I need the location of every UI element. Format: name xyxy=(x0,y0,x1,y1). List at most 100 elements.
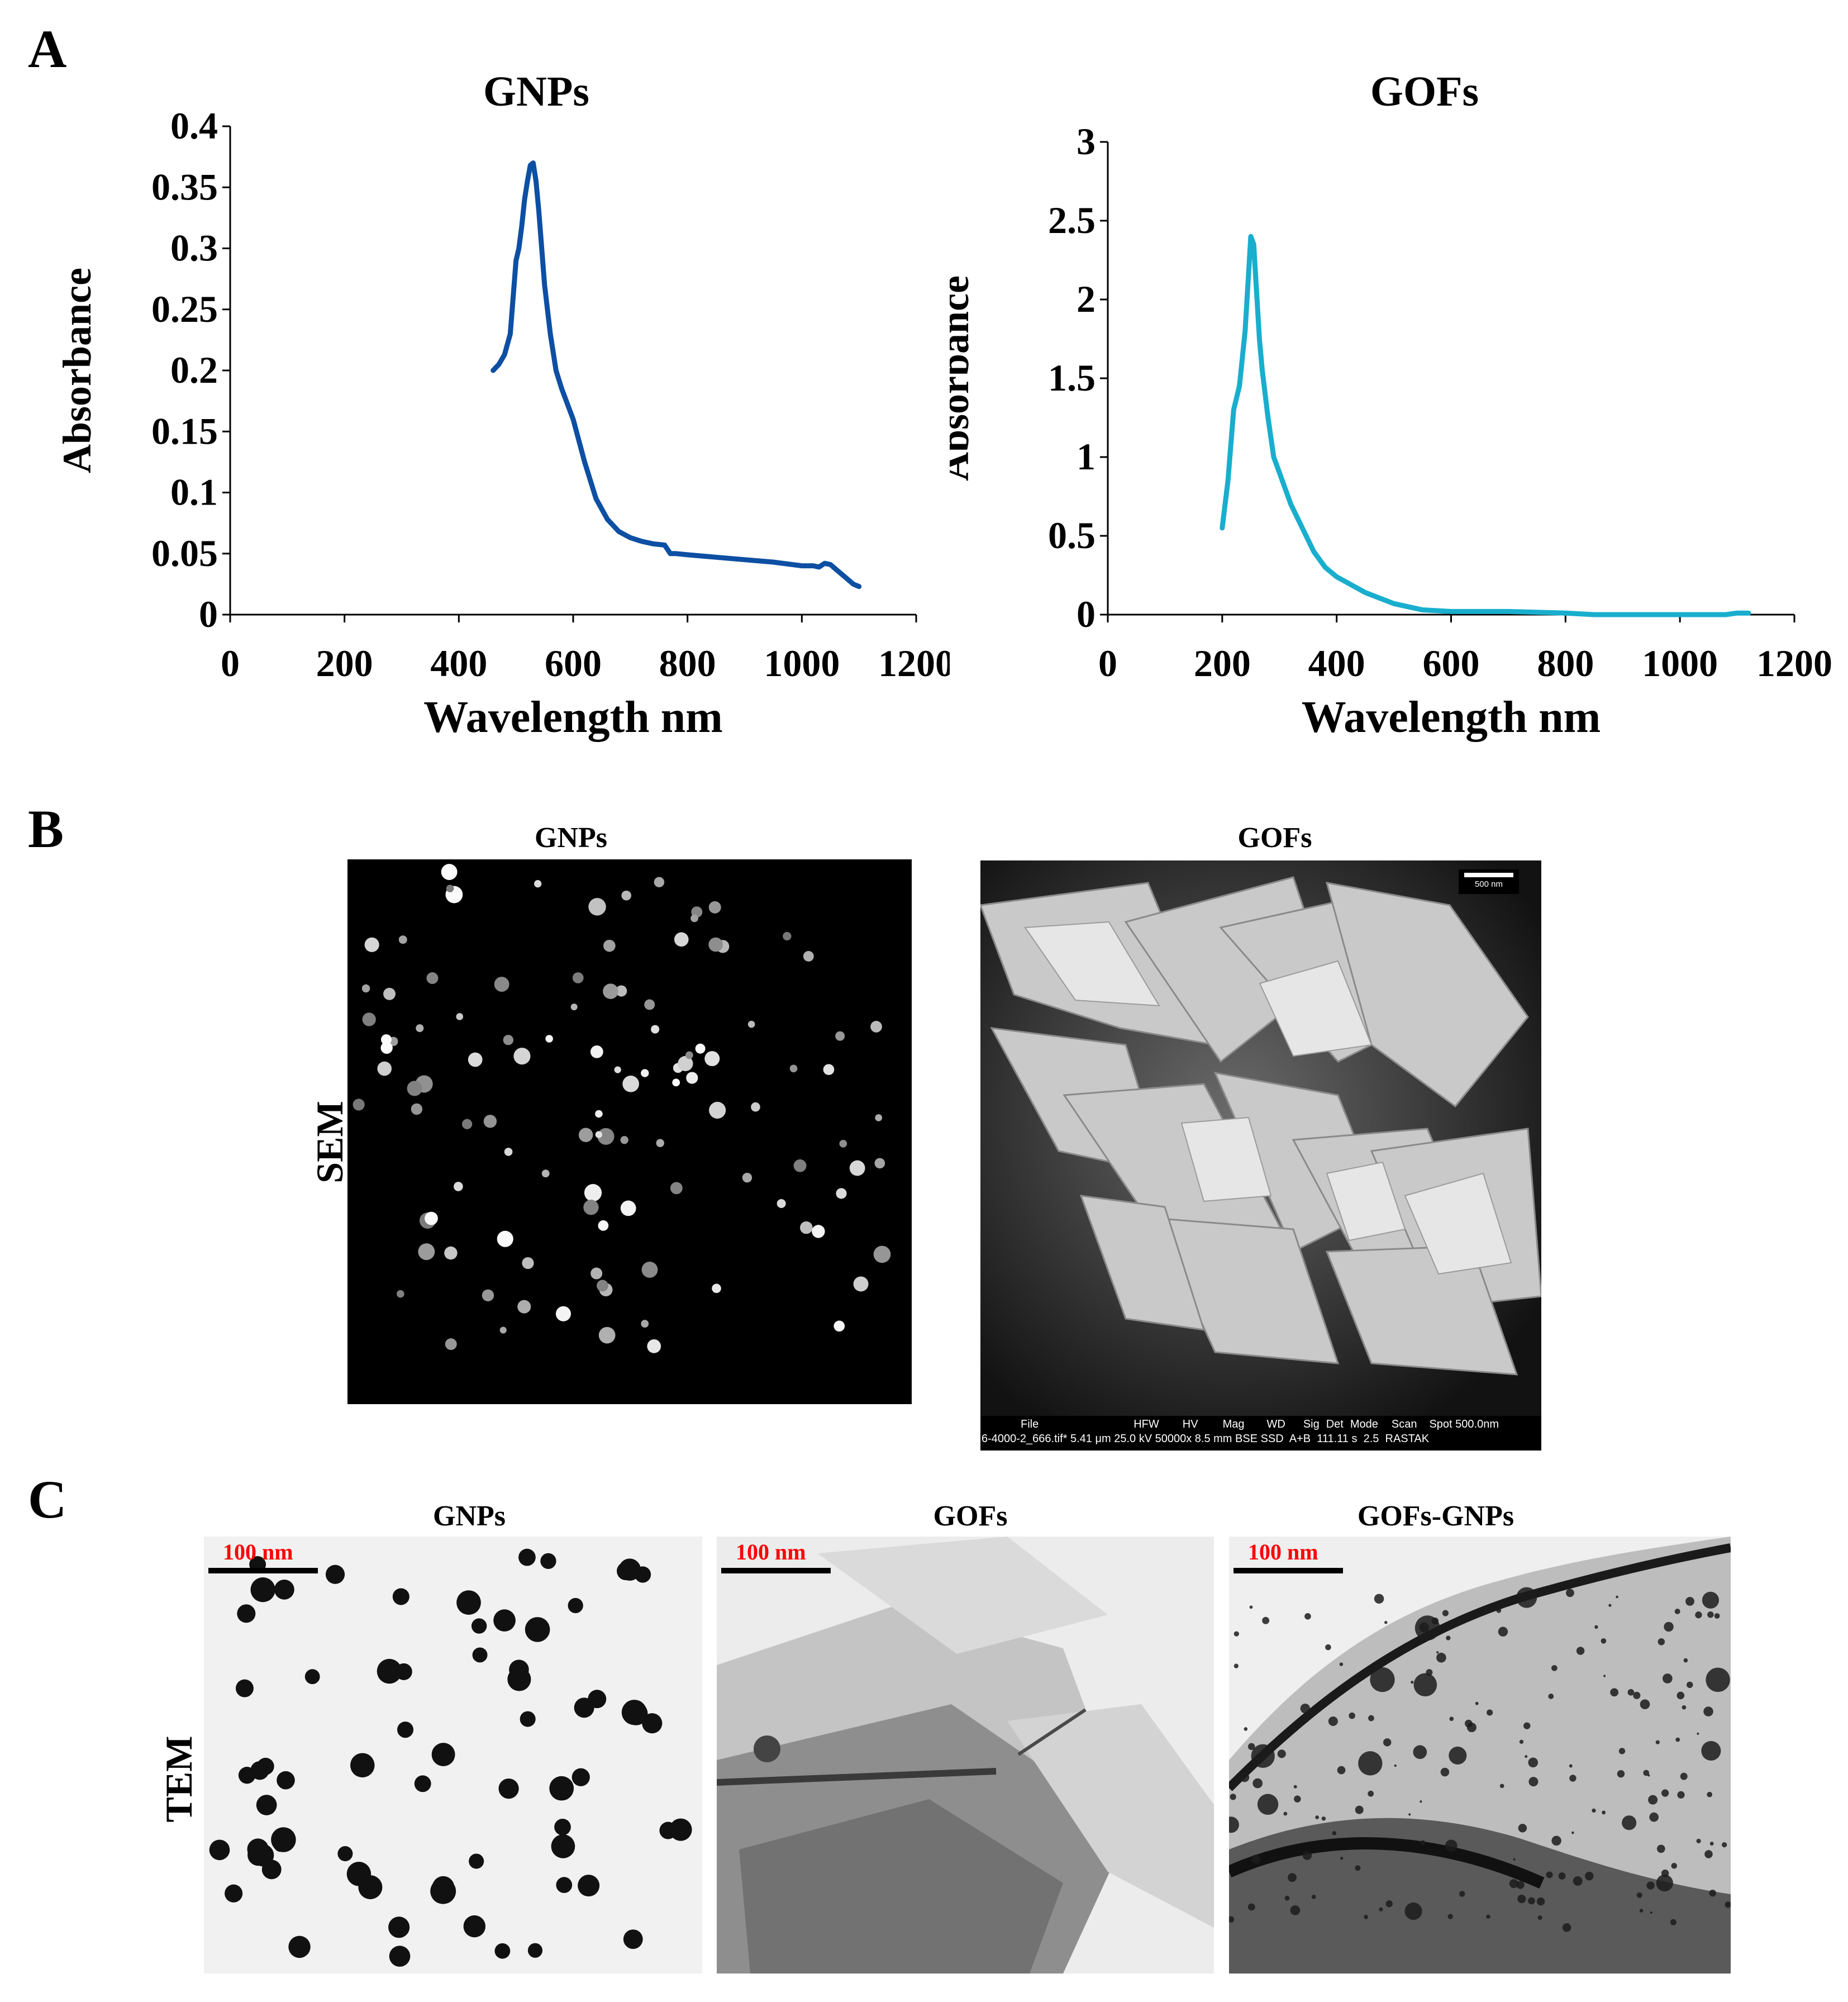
nanoparticle-dot xyxy=(556,1877,573,1893)
nanoparticle-dot xyxy=(603,939,616,952)
tescan-logo-icon xyxy=(882,1385,894,1401)
nanoparticle-dot xyxy=(304,1669,320,1685)
nanoparticle-dot xyxy=(1558,1872,1566,1880)
nanoparticle-dot xyxy=(534,880,542,888)
nanoparticle-dot xyxy=(361,984,370,993)
nanoparticle-dot xyxy=(418,1243,435,1261)
nanoparticle-dot xyxy=(1536,1897,1545,1906)
nanoparticle-dot xyxy=(1498,1627,1508,1637)
y-tick-label: 1.5 xyxy=(1048,356,1096,399)
nanoparticle-dot xyxy=(583,1200,599,1215)
nanoparticle-dot xyxy=(274,1579,294,1600)
nanoparticle-dot xyxy=(590,1267,603,1280)
nanoparticle-dot xyxy=(416,1024,424,1033)
x-axis-label: Wavelength nm xyxy=(423,693,723,742)
y-tick-label: 2 xyxy=(1077,278,1096,320)
nanoparticle-dot xyxy=(358,1875,383,1900)
panel-label-c: C xyxy=(28,1470,67,1529)
nanoparticle-dot xyxy=(686,1072,698,1084)
nanoparticle-dot xyxy=(1648,1795,1658,1805)
nanoparticle-dot xyxy=(1413,1745,1427,1760)
sem-gofs-footer-headers: File HFW HV Mag WD Sig Det Mode Scan Spo… xyxy=(980,1418,1541,1431)
nanoparticle-dot xyxy=(1328,1716,1338,1726)
nanoparticle-dot xyxy=(1516,1881,1525,1889)
nanoparticle-dot xyxy=(471,1618,487,1634)
nanoparticle-dot xyxy=(1420,1840,1426,1846)
nanoparticle-dot xyxy=(1459,1891,1465,1897)
nanoparticle-dot xyxy=(541,1169,550,1178)
nanoparticle-dot xyxy=(425,1211,438,1225)
nanoparticle-dot xyxy=(1302,1851,1312,1860)
series-line xyxy=(1220,234,1751,617)
nanoparticle-dot xyxy=(1608,1604,1612,1607)
nanoparticle-dot xyxy=(431,1743,455,1767)
nanoparticle-dot xyxy=(597,1280,608,1292)
nanoparticle-dot xyxy=(494,977,509,992)
x-tick-label: 800 xyxy=(1537,642,1594,684)
x-tick-label: 0 xyxy=(1098,642,1117,684)
nanoparticle-dot xyxy=(1370,1667,1395,1692)
nanoparticle-dot xyxy=(1249,1605,1253,1609)
y-tick-label: 0.3 xyxy=(170,227,218,269)
nanoparticle-dot xyxy=(1677,1791,1685,1799)
nanoparticle-dot xyxy=(1633,1691,1641,1699)
nanoparticle-dot xyxy=(654,877,665,887)
nanoparticle-dot xyxy=(1573,1876,1583,1886)
nanoparticle-dot xyxy=(672,1078,680,1087)
nanoparticle-dot xyxy=(1643,1770,1650,1776)
nanoparticle-dot xyxy=(545,1035,553,1043)
footer-header-spot: Spot 500.0nm xyxy=(1429,1418,1499,1430)
nanoparticle-dot xyxy=(1431,1617,1439,1625)
nanoparticle-dot xyxy=(1662,1673,1673,1684)
nanoparticle-dot xyxy=(1523,1722,1531,1729)
uv-vis-chart-gnps: 0 0.05 0.1 0.15 0.2 0.25 0.3 0.35 0.4 0 200 400 600 8… xyxy=(55,112,950,742)
nanoparticle-dot xyxy=(1594,1625,1598,1629)
tem-gnps-scalebar xyxy=(208,1568,318,1573)
y-tick-label: 3 xyxy=(1077,120,1096,163)
nanoparticle-dot xyxy=(1442,1610,1449,1616)
nanoparticle-dot xyxy=(540,1553,556,1570)
nanoparticle-dot xyxy=(1682,1705,1687,1710)
nanoparticle-dot xyxy=(647,1339,661,1353)
tem-gofs-gnps-scale-label: 100 nm xyxy=(1248,1539,1318,1564)
tem-gnps-scale-label: 100 nm xyxy=(223,1539,293,1564)
nanoparticle-dot xyxy=(1349,1712,1355,1719)
y-tick-label: 0 xyxy=(1077,593,1096,635)
nanoparticle-dot xyxy=(1707,1611,1714,1618)
nanoparticle-dot xyxy=(833,1320,845,1332)
nanoparticle-dot xyxy=(1337,1766,1346,1775)
x-tick-label: 800 xyxy=(659,642,716,684)
nanoparticle-dot xyxy=(595,1110,603,1118)
nanoparticle-dot xyxy=(397,1722,414,1738)
y-tick-label: 0.4 xyxy=(170,112,218,147)
y-tick-label: 0.15 xyxy=(151,410,218,452)
chart-title-gofs: GOFs xyxy=(1370,68,1479,115)
nanoparticle-dot xyxy=(708,901,721,914)
nanoparticle-dot xyxy=(669,1818,692,1841)
nanoparticle-dot xyxy=(1339,1662,1344,1666)
panel-label-b: B xyxy=(28,799,64,859)
nanoparticle-dot xyxy=(1674,1608,1680,1614)
sem-gnps-scalebar xyxy=(626,1368,758,1380)
nanoparticle-dot xyxy=(571,1768,590,1786)
tem-title-gnps: GNPs xyxy=(433,1500,506,1532)
nanoparticle-dot xyxy=(836,1188,847,1199)
nanoparticle-dot xyxy=(513,1048,531,1065)
nanoparticle-dot xyxy=(277,1771,295,1790)
footer-header-scan: Scan xyxy=(1391,1418,1417,1430)
nanoparticle-dot xyxy=(1670,1919,1676,1925)
nanoparticle-dot xyxy=(1616,1595,1618,1599)
nanoparticle-dot xyxy=(1325,1644,1331,1651)
sem-gnps-info-col2: SEM HV: 20.00 kV WD: 9.651 mm Det: SE xyxy=(487,1369,566,1402)
nanoparticle-dot xyxy=(578,1875,600,1897)
footer-header-hv: HV xyxy=(1182,1418,1198,1430)
nanoparticle-dot xyxy=(337,1846,353,1862)
nanoparticle-dot xyxy=(1251,1854,1261,1864)
tem-title-gofs-gnps: GOFs-GNPs xyxy=(1357,1500,1514,1532)
tem-gofs-scale-label: 100 nm xyxy=(736,1539,806,1564)
nanoparticle-dot xyxy=(430,1878,456,1904)
nanoparticle-dot xyxy=(1658,1638,1665,1646)
nanoparticle-dot xyxy=(445,1338,457,1350)
nanoparticle-dot xyxy=(572,972,584,983)
nanoparticle-dot xyxy=(614,1066,621,1073)
